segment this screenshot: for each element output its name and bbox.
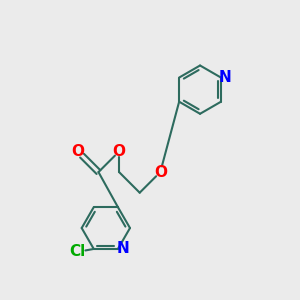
Text: N: N xyxy=(219,70,232,85)
Text: O: O xyxy=(71,144,84,159)
Text: O: O xyxy=(112,144,126,159)
Text: Cl: Cl xyxy=(69,244,86,260)
Text: O: O xyxy=(154,165,167,180)
Text: N: N xyxy=(116,242,129,256)
